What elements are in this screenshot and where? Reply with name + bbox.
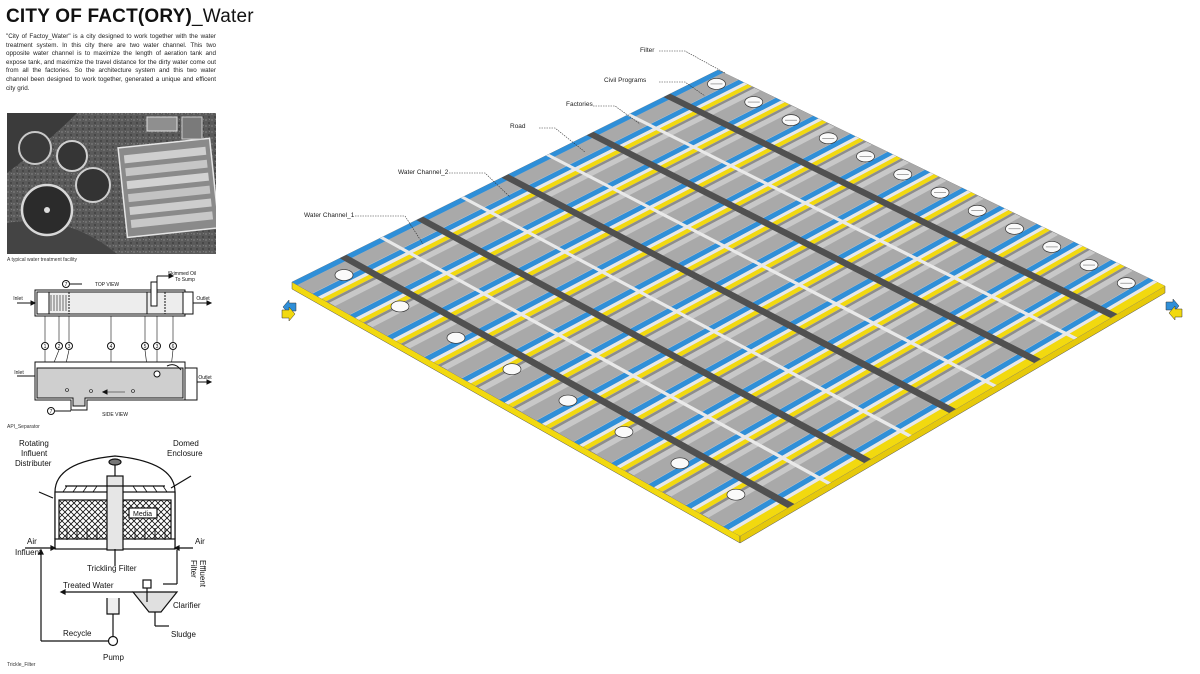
filter-tank (502, 363, 522, 376)
photo-caption: A typical water treatment facility (7, 257, 78, 263)
api-num-3b: 3 (156, 344, 159, 350)
leader-water-channel-1 (355, 215, 424, 245)
filter-tank (334, 269, 354, 281)
water-treatment-photo (7, 113, 216, 254)
api-inlet-side-label: Inlet (14, 370, 24, 376)
trickle-clarifier-label: Clarifier (173, 601, 201, 610)
api-to-sump-label: To Sump (175, 277, 195, 283)
page-title: CITY OF FACT(ORY)_Water (6, 6, 254, 28)
civil-street (460, 196, 912, 437)
photo-circular-tanks (18, 131, 111, 237)
trickle-media-label: Media (133, 511, 152, 518)
callout-factories: Factories (566, 101, 593, 108)
civil-street (379, 236, 831, 485)
trickle-filter-label: Trickling Filter (87, 564, 137, 573)
left-panel: CITY OF FACT(ORY)_Water "City of Factoy_… (0, 0, 254, 674)
leader-filter (659, 50, 726, 74)
api-side-view-label: SIDE VIEW (102, 412, 128, 418)
road-segment (501, 174, 956, 413)
trickle-domed-label: Domed (173, 439, 199, 448)
api-num-7-side: 7 (50, 409, 53, 415)
trickle-enclosure-label: Enclosure (167, 449, 203, 458)
road-segment (663, 93, 1118, 318)
api-num-5: 5 (144, 344, 147, 350)
api-num-4: 4 (110, 344, 113, 350)
api-num-3: 3 (68, 344, 71, 350)
civil-street (545, 153, 997, 387)
callout-civil-programs: Civil Programs (604, 77, 647, 84)
callout-road: Road (510, 123, 526, 130)
leader-civil-programs (659, 81, 706, 97)
api-skimmed-oil-label: Skimmed Oil (168, 271, 196, 277)
filter-tank (446, 331, 466, 344)
api-separator-diagram: 7 TOP VIEW Skimmed Oil To Sump Inlet Out… (13, 271, 212, 418)
filter-tank (558, 394, 578, 407)
trickle-rotating-label: Rotating (19, 439, 49, 448)
trickle-pump-label: Pump (103, 653, 124, 662)
filter-tank (726, 488, 746, 501)
civil-street (626, 113, 1078, 340)
callout-filter: Filter (640, 47, 655, 54)
trickle-sludge-label: Sludge (171, 630, 196, 639)
api-num-6: 6 (172, 344, 175, 350)
callout-water-channel-2: Water Channel_2 (398, 169, 449, 176)
filter-tank (614, 426, 634, 438)
api-caption: API_Separator (7, 424, 40, 430)
road-segment (586, 131, 1041, 363)
flow-arrow-right-yellow (1168, 305, 1183, 321)
trickle-air-left-label: Air (27, 537, 37, 546)
title-bold: CITY OF FACT(ORY) (6, 6, 193, 27)
project-description: "City of Factoy_Water" is a city designe… (6, 33, 216, 92)
trickling-filter-diagram: Rotating Influent Distributer Domed Encl… (15, 439, 207, 662)
trickle-influent-label: Influent (21, 449, 48, 458)
api-top-view-label: TOP VIEW (95, 282, 120, 288)
trickle-distributer-label: Distributer (15, 459, 52, 468)
flow-arrow-left-yellow (281, 306, 296, 322)
title-suffix: _Water (192, 6, 254, 27)
api-num-2: 2 (58, 344, 61, 350)
filter-tank (390, 300, 410, 313)
trickle-influent-left-label: Influent (15, 548, 42, 557)
api-outlet-top-label: Outlet (196, 296, 210, 302)
api-inlet-top-label: Inlet (13, 296, 23, 302)
callout-water-channel-1: Water Channel_1 (304, 212, 355, 219)
filter-tank (670, 457, 690, 470)
leader-factories (593, 105, 641, 125)
trickle-filter-effluent-label-1: Filter (189, 560, 198, 578)
road-segment (339, 254, 795, 508)
trickle-caption: Trickle_Filter (7, 662, 36, 668)
api-num-7-top: 7 (65, 282, 68, 288)
api-num-1: 1 (44, 344, 47, 350)
trickle-treated-water-label: Treated Water (63, 581, 114, 590)
city-axonometric (281, 50, 1183, 544)
leader-road (539, 127, 586, 153)
api-outlet-side-label: Outlet (198, 375, 212, 381)
trickle-filter-effluent-label-2: Effluent (198, 560, 207, 588)
road-segment (416, 216, 871, 463)
trickle-air-right-label: Air (195, 537, 205, 546)
leader-water-channel-2 (449, 172, 511, 198)
photo-rectangular-tanks (117, 137, 216, 239)
trickle-recycle-label: Recycle (63, 629, 92, 638)
